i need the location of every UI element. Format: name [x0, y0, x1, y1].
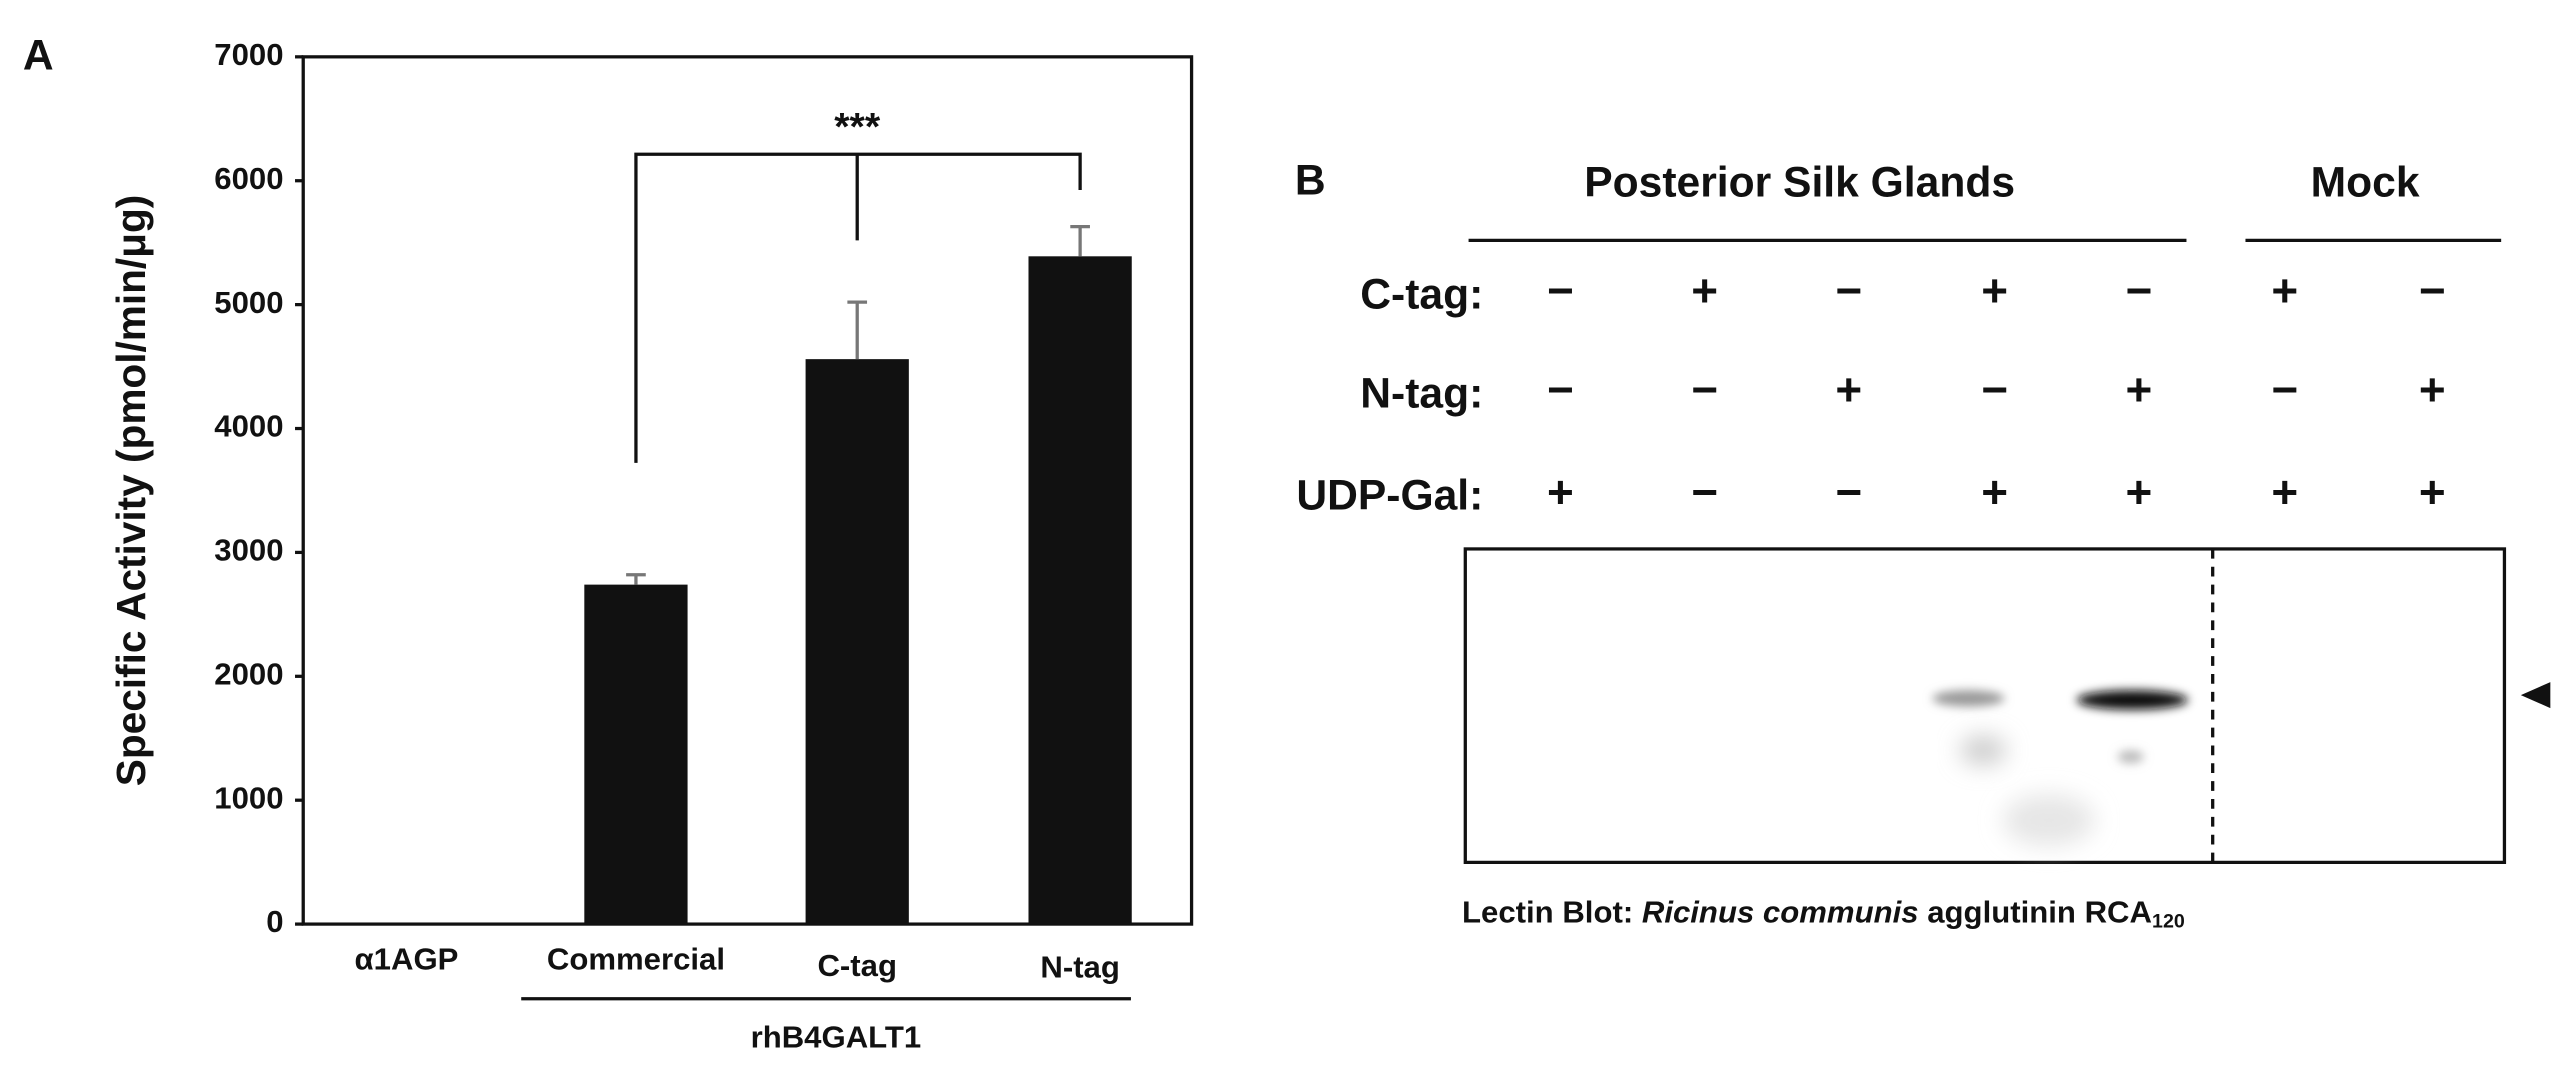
sign: −	[1691, 467, 1718, 518]
band	[1932, 690, 2005, 707]
sign: −	[1835, 467, 1862, 518]
panel-label: A	[23, 32, 54, 79]
y-tick-label: 7000	[214, 37, 283, 72]
significance-bracket	[634, 152, 1082, 463]
sign: +	[1691, 265, 1718, 316]
x-tick-label: α1AGP	[355, 942, 459, 977]
caption-subscript: 120	[2152, 911, 2185, 933]
bar	[805, 359, 909, 925]
bar	[1028, 256, 1132, 925]
group-label: Posterior Silk Glands	[1584, 158, 2015, 205]
sign: +	[2126, 364, 2153, 415]
group-label: Mock	[2311, 158, 2420, 205]
row-label: N-tag:	[1360, 370, 1483, 417]
sign: +	[1981, 265, 2008, 316]
arrowhead	[2520, 682, 2551, 709]
sign: +	[1835, 364, 1862, 415]
sign: +	[1981, 467, 2008, 518]
caption-prefix: Lectin Blot:	[1462, 895, 1642, 930]
y-tick-label: 3000	[214, 533, 283, 568]
x-tick-label: Commercial	[547, 942, 725, 977]
sign: +	[2126, 467, 2153, 518]
significance-label: ***	[834, 106, 881, 149]
bar	[584, 584, 688, 925]
sign: +	[2419, 467, 2446, 518]
panel-label: B	[1295, 157, 1326, 204]
row-label: UDP-Gal:	[1296, 472, 1483, 519]
smear	[2002, 794, 2095, 847]
blot-frame	[1463, 547, 2507, 864]
row-label: C-tag:	[1360, 271, 1483, 318]
plot-frame	[301, 55, 1194, 926]
group-label: rhB4GALT1	[751, 1020, 922, 1055]
sign: −	[1835, 265, 1862, 316]
caption-species: Ricinus communis	[1642, 895, 1919, 930]
sign: +	[2271, 265, 2298, 316]
sign: −	[2419, 265, 2446, 316]
smear	[1960, 735, 2007, 765]
x-tick-label: C-tag	[817, 948, 897, 983]
sign: +	[1547, 467, 1574, 518]
y-axis-label: Specific Activity (pmol/min/μg)	[108, 195, 154, 787]
caption-suffix: agglutinin RCA	[1919, 895, 2152, 930]
y-tick-label: 4000	[214, 409, 283, 444]
y-tick-label: 6000	[214, 161, 283, 196]
sign: −	[1547, 265, 1574, 316]
y-tick-label: 5000	[214, 285, 283, 320]
sign: −	[1981, 364, 2008, 415]
smear	[2117, 750, 2144, 764]
band	[2076, 690, 2189, 710]
sign: −	[1547, 364, 1574, 415]
y-tick-label: 2000	[214, 657, 283, 692]
y-tick-label: 0	[266, 904, 283, 939]
sign: −	[2126, 265, 2153, 316]
y-tick-label: 1000	[214, 780, 283, 815]
x-tick-label: N-tag	[1040, 950, 1120, 985]
sign: +	[2271, 467, 2298, 518]
sign: −	[1691, 364, 1718, 415]
sign: −	[2271, 364, 2298, 415]
blot-image	[1463, 547, 2551, 864]
sign: +	[2419, 364, 2446, 415]
caption: Lectin Blot: Ricinus communis agglutinin…	[1462, 895, 2185, 933]
